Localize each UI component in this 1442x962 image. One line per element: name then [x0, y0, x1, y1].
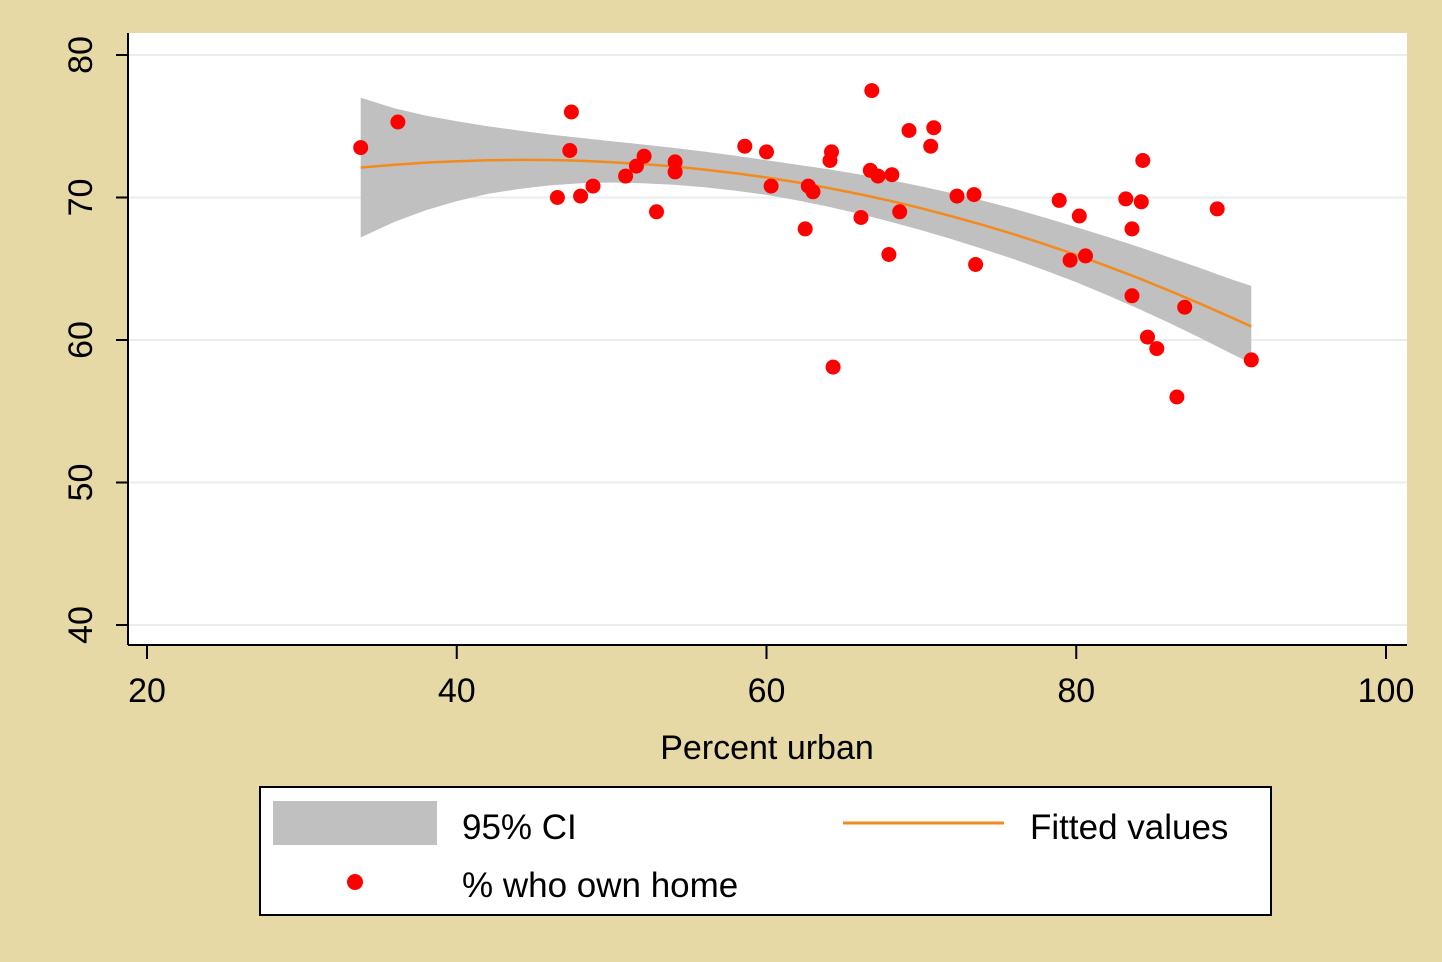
legend-fit-label: Fitted values — [1030, 808, 1228, 847]
data-point — [1177, 299, 1193, 315]
grid-lines — [128, 54, 1407, 626]
data-point — [585, 178, 601, 194]
data-point — [824, 144, 839, 160]
y-tick-label: 80 — [62, 36, 100, 74]
data-point — [618, 168, 634, 184]
data-point — [563, 104, 579, 120]
data-point — [881, 247, 897, 262]
axes: 40 50 60 70 80 20 40 60 80 100 — [62, 33, 1414, 710]
legend-ci-label: 95% CI — [462, 808, 577, 847]
data-point — [763, 178, 779, 194]
data-point — [825, 359, 841, 375]
data-point — [1051, 192, 1067, 208]
data-point — [805, 184, 821, 200]
data-point — [1118, 191, 1134, 207]
data-point — [926, 120, 942, 136]
data-point — [636, 148, 652, 164]
data-point — [549, 190, 565, 205]
data-point — [737, 138, 753, 154]
data-point — [759, 144, 774, 160]
data-point — [901, 123, 917, 138]
x-tick-label: 60 — [748, 672, 786, 710]
data-point — [1140, 329, 1155, 345]
legend-scatter-swatch — [347, 874, 363, 890]
ci-band-layer — [360, 97, 1252, 364]
data-point — [667, 164, 683, 180]
legend-ci-swatch — [273, 801, 437, 845]
x-tick-label: 20 — [128, 672, 166, 710]
data-point — [1124, 288, 1140, 304]
data-point — [968, 257, 984, 272]
data-point — [1209, 201, 1225, 217]
data-point — [966, 187, 982, 203]
x-tick-label: 80 — [1057, 672, 1095, 710]
data-point — [353, 140, 369, 156]
data-point — [870, 168, 886, 184]
data-point — [1149, 341, 1165, 357]
scatter-points-layer — [353, 83, 1259, 405]
data-point — [892, 204, 908, 220]
ci-band — [360, 97, 1252, 364]
data-point — [1243, 352, 1259, 368]
data-point — [853, 210, 869, 225]
data-point — [884, 167, 900, 183]
y-tick-label: 40 — [62, 606, 100, 644]
data-point — [573, 188, 589, 204]
data-point — [649, 204, 664, 220]
data-point — [1071, 208, 1087, 224]
data-point — [923, 138, 939, 154]
y-tick-label: 50 — [62, 464, 100, 502]
y-tick-label: 60 — [62, 321, 100, 359]
data-point — [1133, 194, 1149, 210]
data-point — [1062, 252, 1078, 268]
data-point — [1078, 248, 1093, 264]
x-tick-label: 100 — [1358, 672, 1415, 710]
x-axis-title: Percent urban — [660, 729, 874, 767]
data-point — [390, 114, 406, 130]
data-point — [1124, 221, 1140, 237]
data-point — [1135, 153, 1151, 168]
legend-scatter-label: % who own home — [462, 866, 738, 905]
legend: 95% CI Fitted values % who own home — [259, 786, 1272, 916]
data-point — [1169, 389, 1185, 405]
x-tick-label: 40 — [438, 672, 476, 710]
y-tick-label: 70 — [62, 179, 100, 217]
data-point — [864, 83, 880, 99]
data-point — [562, 143, 578, 158]
data-point — [797, 221, 813, 237]
data-point — [949, 188, 965, 204]
